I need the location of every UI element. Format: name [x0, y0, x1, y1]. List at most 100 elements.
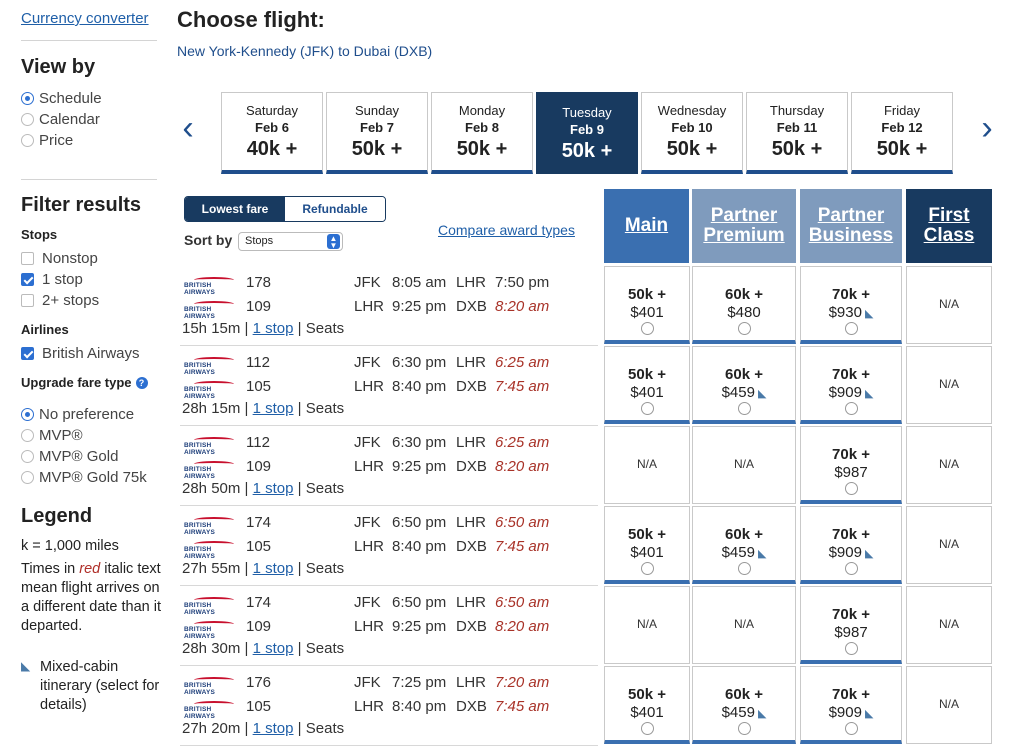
route-title: New York-Kennedy (JFK) to Dubai (DXB) — [177, 43, 433, 59]
flight-number: 112 — [246, 354, 270, 371]
fare-select-radio[interactable] — [844, 642, 858, 655]
fare-cell[interactable]: 70k + $909 ◣ — [800, 666, 902, 744]
fare-cell[interactable]: 50k + $401 — [604, 506, 690, 584]
fare-cell[interactable]: 60k + $480 — [692, 266, 796, 344]
date-card[interactable]: Wednesday Feb 10 50k + — [641, 92, 743, 174]
fare-select-radio[interactable] — [640, 722, 654, 735]
upgrade-mvp[interactable]: MVP® — [21, 427, 83, 444]
fare-select-radio[interactable] — [640, 322, 654, 335]
fare-price-row: $401 — [605, 704, 689, 721]
cabin-header-first-class[interactable]: First Class — [906, 189, 992, 263]
upgrade-fare-label: Upgrade fare type — [21, 375, 132, 390]
seats-link[interactable]: Seats — [305, 640, 345, 657]
fare-select-radio[interactable] — [844, 562, 858, 575]
checkbox-icon[interactable] — [21, 294, 34, 307]
fare-miles: 50k + — [628, 526, 666, 543]
upgrade-mvp-gold[interactable]: MVP® Gold — [21, 448, 118, 465]
destination-airport: LHR — [456, 514, 487, 531]
checkbox-icon[interactable] — [21, 252, 34, 265]
stops-link[interactable]: 1 stop — [252, 720, 294, 737]
fare-select-radio[interactable] — [844, 482, 858, 495]
fare-cell[interactable]: 50k + $401 — [604, 346, 690, 424]
fare-cell[interactable]: 50k + $401 — [604, 266, 690, 344]
date-card[interactable]: Friday Feb 12 50k + — [851, 92, 953, 174]
help-icon[interactable]: ? — [135, 376, 148, 389]
radio-selected-icon[interactable] — [21, 408, 34, 421]
fare-price: $909 — [828, 384, 862, 401]
fare-select-radio[interactable] — [844, 322, 858, 335]
date-card-selected[interactable]: Tuesday Feb 9 50k + — [536, 92, 638, 174]
fare-select-radio[interactable] — [640, 562, 654, 575]
lowest-fare-tab[interactable]: Lowest fare — [185, 197, 285, 221]
stops-link[interactable]: 1 stop — [252, 640, 294, 657]
chevron-left-icon[interactable]: ‹ — [182, 109, 194, 147]
currency-converter-link[interactable]: Currency converter — [21, 10, 149, 27]
fare-select-radio[interactable] — [737, 562, 751, 575]
duration: 28h 15m — [182, 400, 241, 417]
radio-selected-icon[interactable] — [21, 92, 34, 105]
fare-cell[interactable]: 70k + $909 ◣ — [800, 346, 902, 424]
fare-cell[interactable]: 60k + $459 ◣ — [692, 666, 796, 744]
date-card[interactable]: Saturday Feb 6 40k + — [221, 92, 323, 174]
airline-british-airways[interactable]: British Airways — [21, 345, 140, 362]
date-dow: Monday — [458, 103, 506, 118]
compare-award-types-link[interactable]: Compare award types — [438, 222, 575, 238]
stops-nonstop[interactable]: Nonstop — [21, 250, 98, 267]
fare-select-radio[interactable] — [737, 322, 751, 335]
date-card[interactable]: Monday Feb 8 50k + — [431, 92, 533, 174]
upgrade-no-preference[interactable]: No preference — [21, 406, 134, 423]
checkbox-checked-icon[interactable] — [21, 347, 34, 360]
fare-cell[interactable]: 50k + $401 — [604, 666, 690, 744]
fare-select-radio[interactable] — [844, 722, 858, 735]
radio-icon[interactable] — [21, 134, 34, 147]
date-card[interactable]: Sunday Feb 7 50k + — [326, 92, 428, 174]
seats-link[interactable]: Seats — [305, 400, 345, 417]
chevron-right-icon[interactable]: › — [981, 109, 993, 147]
flight-row: BRITISH AIRWAYS 176 JFK 7:25 pm LHR 7:20 am BRI… — [180, 666, 598, 746]
stops-link[interactable]: 1 stop — [252, 320, 294, 337]
fare-cell[interactable]: 70k + $987 — [800, 426, 902, 504]
fare-cell[interactable]: 70k + $987 — [800, 586, 902, 664]
fare-select-radio[interactable] — [640, 402, 654, 415]
radio-icon[interactable] — [21, 429, 34, 442]
checkbox-checked-icon[interactable] — [21, 273, 34, 286]
seats-link[interactable]: Seats — [305, 480, 345, 497]
stops-link[interactable]: 1 stop — [252, 400, 294, 417]
fare-select-radio[interactable] — [737, 722, 751, 735]
stops-link[interactable]: 1 stop — [252, 480, 294, 497]
stops-link[interactable]: 1 stop — [252, 560, 294, 577]
seats-link[interactable]: Seats — [305, 320, 345, 337]
fare-select-radio[interactable] — [737, 402, 751, 415]
date-dow: Thursday — [769, 103, 825, 118]
fare-cell[interactable]: 60k + $459 ◣ — [692, 506, 796, 584]
arrival-time: 7:20 am — [495, 674, 550, 691]
mixed-cabin-seat-icon: ◣ — [21, 659, 31, 673]
view-by-calendar[interactable]: Calendar — [21, 111, 100, 128]
stops-two-plus[interactable]: 2+ stops — [21, 292, 99, 309]
date-points: 50k + — [666, 138, 718, 160]
radio-icon[interactable] — [21, 450, 34, 463]
seats-link[interactable]: Seats — [305, 560, 345, 577]
sort-select[interactable]: Stops ▲ ▼ — [238, 232, 343, 251]
cabin-header-partner-premium[interactable]: Partner Premium — [692, 189, 796, 263]
separator: | — [297, 720, 302, 737]
refundable-tab[interactable]: Refundable — [285, 197, 385, 221]
stops-one-stop[interactable]: 1 stop — [21, 271, 83, 288]
seats-link[interactable]: Seats — [305, 720, 345, 737]
fare-cell[interactable]: 60k + $459 ◣ — [692, 346, 796, 424]
upgrade-mvp-label: MVP® — [39, 427, 83, 444]
radio-icon[interactable] — [21, 471, 34, 484]
legend-red-note: Times in red italic text mean flight arr… — [21, 560, 161, 636]
upgrade-mvp-gold-75k[interactable]: MVP® Gold 75k — [21, 469, 147, 486]
date-dow: Friday — [883, 103, 921, 118]
date-card[interactable]: Thursday Feb 11 50k + — [746, 92, 848, 174]
cabin-header-partner-business[interactable]: Partner Business — [800, 189, 902, 263]
fare-na: N/A — [938, 697, 959, 711]
fare-select-radio[interactable] — [844, 402, 858, 415]
view-by-schedule[interactable]: Schedule — [21, 90, 102, 107]
fare-cell[interactable]: 70k + $930 ◣ — [800, 266, 902, 344]
cabin-header-main[interactable]: Main — [604, 189, 689, 263]
radio-icon[interactable] — [21, 113, 34, 126]
view-by-price[interactable]: Price — [21, 132, 73, 149]
fare-cell[interactable]: 70k + $909 ◣ — [800, 506, 902, 584]
